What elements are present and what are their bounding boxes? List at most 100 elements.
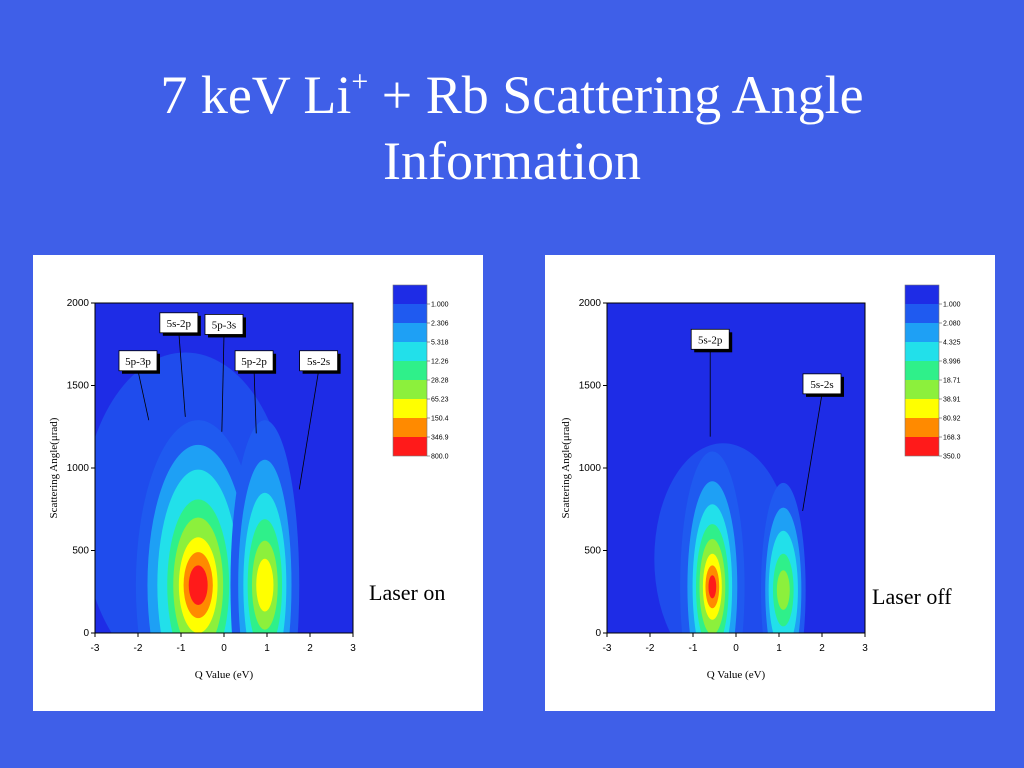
y-tick-label: 500: [72, 546, 89, 557]
contour-layer: [654, 443, 806, 633]
legend-level-label: 150.4: [431, 416, 449, 423]
y-tick-label: 1500: [579, 381, 602, 392]
contour-primary-level-8: [188, 565, 208, 605]
legend-swatch: [393, 361, 427, 380]
contour-layer: [95, 352, 300, 633]
annotation-box: [118, 350, 158, 372]
legend-level-label: 12.26: [431, 359, 449, 366]
y-tick-label: 1000: [579, 463, 602, 474]
x-axis-label: Q Value (eV): [195, 669, 254, 681]
legend-level-label: 346.9: [431, 435, 449, 442]
y-tick-label: 1500: [67, 381, 90, 392]
legend-swatch: [905, 342, 939, 361]
y-tick-label: 2000: [67, 298, 90, 309]
x-tick-label: 1: [264, 643, 270, 654]
title-text-part1: 7 keV Li: [160, 65, 352, 125]
annotation-leader-line: [178, 332, 186, 417]
x-tick-label: -3: [603, 643, 612, 654]
legend-swatch: [905, 418, 939, 437]
legend-swatch: [393, 399, 427, 418]
x-tick-label: 0: [733, 643, 739, 654]
x-tick-label: -3: [91, 643, 100, 654]
annotation-box: [802, 373, 842, 395]
y-tick-label: 0: [595, 628, 601, 639]
annotation-box: [159, 312, 199, 334]
annotation-label: 5s-2s: [307, 356, 330, 368]
y-tick-label: 0: [83, 628, 89, 639]
title-superscript: +: [351, 65, 369, 98]
legend-swatch: [393, 323, 427, 342]
x-axis-label: Q Value (eV): [707, 669, 766, 681]
annotation-leader-line: [802, 393, 823, 511]
x-tick-label: 2: [307, 643, 313, 654]
annotation-leader-line: [298, 370, 319, 490]
x-tick-label: 1: [776, 643, 782, 654]
legend-level-label: 2.306: [431, 321, 449, 328]
legend-swatch: [393, 437, 427, 456]
y-axis-label: Scattering Angle(μrad): [560, 417, 572, 518]
legend-swatch: [905, 380, 939, 399]
annotation-box: [690, 328, 730, 350]
legend-swatch: [393, 285, 427, 304]
legend-level-label: 350.0: [943, 454, 961, 461]
y-tick-label: 500: [584, 546, 601, 557]
chart-svg-laser-on: -3 -2 -1 0 1 2 3 0 500 1000 1500 2000 Q Value (eV) Sc…: [48, 284, 449, 681]
y-tick-label: 2000: [579, 298, 602, 309]
legend-swatch: [905, 304, 939, 323]
annotation-leader-line: [221, 334, 225, 432]
legend-level-label: 28.28: [431, 378, 449, 385]
legend-level-label: 38.91: [943, 397, 961, 404]
y-tick-label: 1000: [67, 463, 90, 474]
legend-level-label: 800.0: [431, 454, 449, 461]
annotation-label: 5s-2p: [167, 318, 192, 330]
caption-laser-on: Laser on: [369, 580, 446, 605]
x-tick-label: 3: [862, 643, 868, 654]
caption-laser-off: Laser off: [872, 584, 952, 609]
title-line-1: 7 keV Li+ + Rb Scattering Angle: [0, 62, 1024, 128]
legend-level-label: 4.325: [943, 340, 961, 347]
annotation-leader-line: [137, 370, 150, 421]
contour-secondary-level-5: [776, 570, 790, 610]
contour-secondary-level-6: [256, 558, 274, 612]
title-text-part2: + Rb Scattering Angle: [368, 65, 864, 125]
annotation-label: 5p-3s: [212, 319, 236, 331]
annotation-box: [234, 350, 274, 372]
annotation-box: [204, 314, 244, 335]
annotation-label: 5p-3p: [125, 356, 151, 368]
annotation-label: 5p-2p: [241, 356, 267, 368]
legend-swatch: [905, 323, 939, 342]
annotation-leader-line: [253, 370, 257, 434]
slide-title: 7 keV Li+ + Rb Scattering Angle Informat…: [0, 62, 1024, 194]
legend-level-label: 65.23: [431, 397, 449, 404]
chart-svg-laser-off: -3 -2 -1 0 1 2 3 0 500 1000 1500 2000 Q Value (eV) Sc…: [560, 284, 961, 681]
x-tick-label: -2: [646, 643, 655, 654]
legend-level-label: 80.92: [943, 416, 961, 423]
x-tick-label: -1: [177, 643, 186, 654]
annotation-label: 5s-2p: [698, 334, 723, 346]
x-tick-label: -2: [134, 643, 143, 654]
legend-swatch: [393, 342, 427, 361]
legend-swatch: [905, 361, 939, 380]
contour-primary-level-8: [708, 575, 717, 599]
legend-level-label: 1.000: [431, 302, 449, 309]
legend-swatch: [905, 285, 939, 304]
legend-swatch: [393, 418, 427, 437]
x-tick-label: -1: [689, 643, 698, 654]
legend-frame: [392, 284, 428, 457]
legend-level-label: 18.71: [943, 378, 961, 385]
legend-swatch: [905, 437, 939, 456]
legend-level-label: 2.080: [943, 321, 961, 328]
annotation-box: [299, 350, 339, 372]
legend-level-label: 5.318: [431, 340, 449, 347]
annotation-label: 5s-2s: [810, 379, 833, 391]
x-tick-label: 0: [221, 643, 227, 654]
y-axis-label: Scattering Angle(μrad): [48, 417, 60, 518]
legend-level-label: 1.000: [943, 302, 961, 309]
chart-panel-laser-on: -3 -2 -1 0 1 2 3 0 500 1000 1500 2000 Q Value (eV) Sc…: [33, 255, 483, 711]
legend-swatch: [393, 380, 427, 399]
legend-swatch: [905, 399, 939, 418]
legend-frame: [904, 284, 940, 457]
chart-panel-laser-off: -3 -2 -1 0 1 2 3 0 500 1000 1500 2000 Q Value (eV) Sc…: [545, 255, 995, 711]
title-line-2: Information: [383, 131, 641, 191]
legend-swatch: [393, 304, 427, 323]
